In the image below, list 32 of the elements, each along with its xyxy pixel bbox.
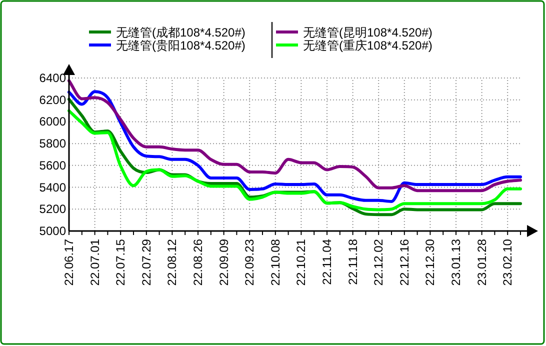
x-tick-label: 22.08.26 [191, 238, 205, 286]
x-tick-label: 22.12.30 [423, 238, 438, 286]
legend-label: 无缝管(贵阳108*4.520#) [116, 38, 246, 52]
y-tick-label: 5800 [39, 136, 66, 151]
x-tick-label: 22.09.09 [216, 238, 231, 286]
legend-label: 无缝管(成都108*4.520#) [116, 26, 246, 40]
x-tick-label: 23.02.10 [500, 238, 515, 286]
x-tick-label: 22.10.21 [294, 238, 308, 286]
line-series [68, 90, 522, 203]
x-tick-label: 22.07.29 [139, 238, 154, 286]
x-tick-label: 22.07.15 [114, 238, 128, 286]
x-tick-label: 22.08.12 [165, 238, 180, 286]
y-tick-label: 5400 [39, 180, 66, 194]
x-tick-label: 22.11.18 [346, 238, 360, 285]
x-tick-label: 22.10.08 [268, 238, 282, 286]
x-tick-label: 22.12.16 [397, 238, 412, 286]
x-tick-label: 22.07.01 [88, 238, 102, 286]
x-tick-label: 22.06.17 [62, 238, 76, 286]
x-tick-label: 23.01.28 [474, 238, 489, 286]
y-tick-label: 5000 [39, 224, 66, 238]
y-tick-label: 6200 [39, 92, 66, 107]
y-tick-label: 6400 [39, 71, 66, 85]
y-tick-label: 5600 [39, 158, 66, 172]
x-tick-label: 23.01.13 [449, 238, 463, 286]
x-tick-label: 22.12.02 [372, 238, 386, 286]
x-tick-label: 22.09.23 [242, 238, 257, 286]
line-series [68, 79, 522, 192]
x-tick-label: 22.11.04 [320, 238, 334, 285]
legend-label: 无缝管(重庆108*4.520#) [303, 38, 432, 52]
y-tick-label: 5200 [39, 202, 66, 216]
legend-label: 无缝管(昆明108*4.520#) [303, 26, 432, 40]
y-tick-label: 6000 [39, 114, 66, 129]
